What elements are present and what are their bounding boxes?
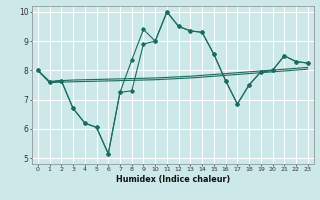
X-axis label: Humidex (Indice chaleur): Humidex (Indice chaleur) <box>116 175 230 184</box>
